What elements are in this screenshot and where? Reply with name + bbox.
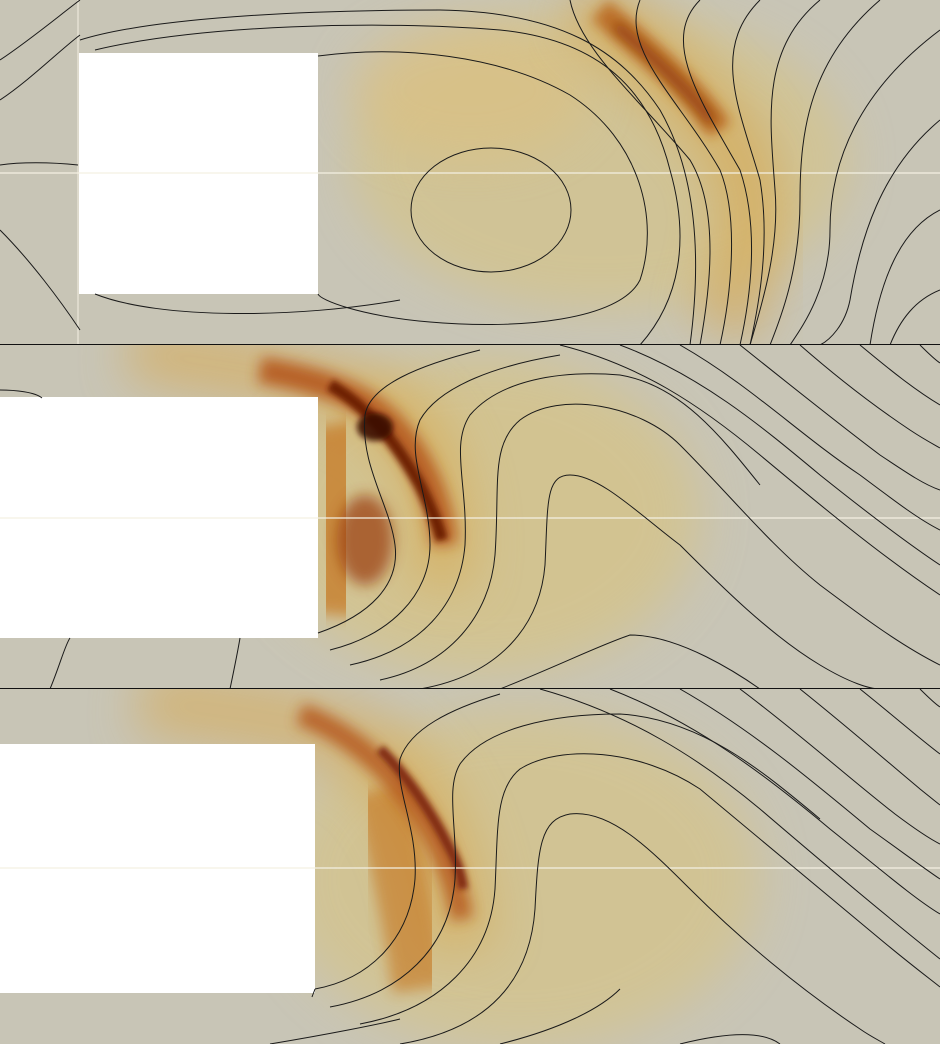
scalar-field	[134, 689, 760, 1044]
contour-lines	[0, 345, 940, 689]
panel-3	[0, 689, 940, 1044]
panel-2	[0, 345, 940, 689]
scalar-field	[125, 345, 700, 675]
contour-lines	[269, 689, 940, 1044]
contour-lines	[0, 0, 940, 345]
scalar-field	[350, 0, 850, 345]
panel-1	[0, 0, 940, 345]
